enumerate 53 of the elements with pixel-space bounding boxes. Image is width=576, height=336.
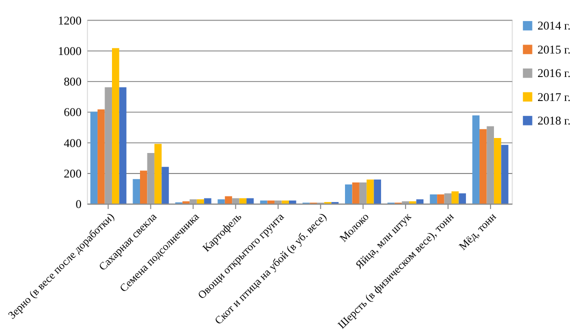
bar xyxy=(232,198,240,204)
bar xyxy=(480,129,487,204)
bar xyxy=(190,199,197,204)
bar xyxy=(352,182,360,204)
bar xyxy=(204,198,212,204)
y-tick-label: 1200 xyxy=(58,13,82,28)
bar xyxy=(154,144,162,204)
bar xyxy=(366,180,374,204)
bar xyxy=(98,109,105,204)
bar xyxy=(140,170,148,204)
bar xyxy=(486,126,494,204)
legend-label: 2016 г. xyxy=(537,66,571,80)
bar xyxy=(344,184,352,204)
bar xyxy=(119,87,126,204)
bar xyxy=(444,193,452,204)
legend-label: 2014 г. xyxy=(537,18,571,33)
legend-label: 2015 г. xyxy=(537,42,571,56)
bar xyxy=(162,166,169,204)
bar xyxy=(494,138,502,204)
y-tick-label: 400 xyxy=(64,136,82,150)
bar xyxy=(359,182,367,204)
bar xyxy=(246,198,254,204)
bar xyxy=(132,179,140,204)
bar xyxy=(104,87,112,204)
y-tick-label: 800 xyxy=(64,74,82,89)
y-tick-label: 600 xyxy=(64,105,82,120)
legend-label: 2017 г. xyxy=(537,90,571,104)
bar xyxy=(458,193,466,204)
bar xyxy=(472,115,480,204)
bar xyxy=(218,199,225,204)
bar xyxy=(282,200,289,204)
bar xyxy=(274,200,282,204)
y-tick-label: 0 xyxy=(76,197,82,212)
bar xyxy=(288,200,296,204)
x-tick-label: Мёд, тонн xyxy=(456,210,499,253)
bar xyxy=(260,200,268,204)
bar xyxy=(409,201,416,204)
bar xyxy=(430,194,438,204)
bar xyxy=(416,199,424,204)
bar xyxy=(452,191,459,204)
bar xyxy=(374,180,382,204)
bar xyxy=(147,153,154,204)
y-tick-label: 1000 xyxy=(58,44,82,58)
bar xyxy=(224,196,232,204)
bar xyxy=(112,48,120,204)
bar xyxy=(267,200,275,204)
bar xyxy=(196,199,204,204)
legend-label: 2018 г. xyxy=(537,114,571,128)
bar xyxy=(239,198,247,204)
y-tick-label: 200 xyxy=(64,166,82,180)
bar xyxy=(437,194,444,204)
bar xyxy=(90,112,98,204)
bar xyxy=(501,144,508,204)
